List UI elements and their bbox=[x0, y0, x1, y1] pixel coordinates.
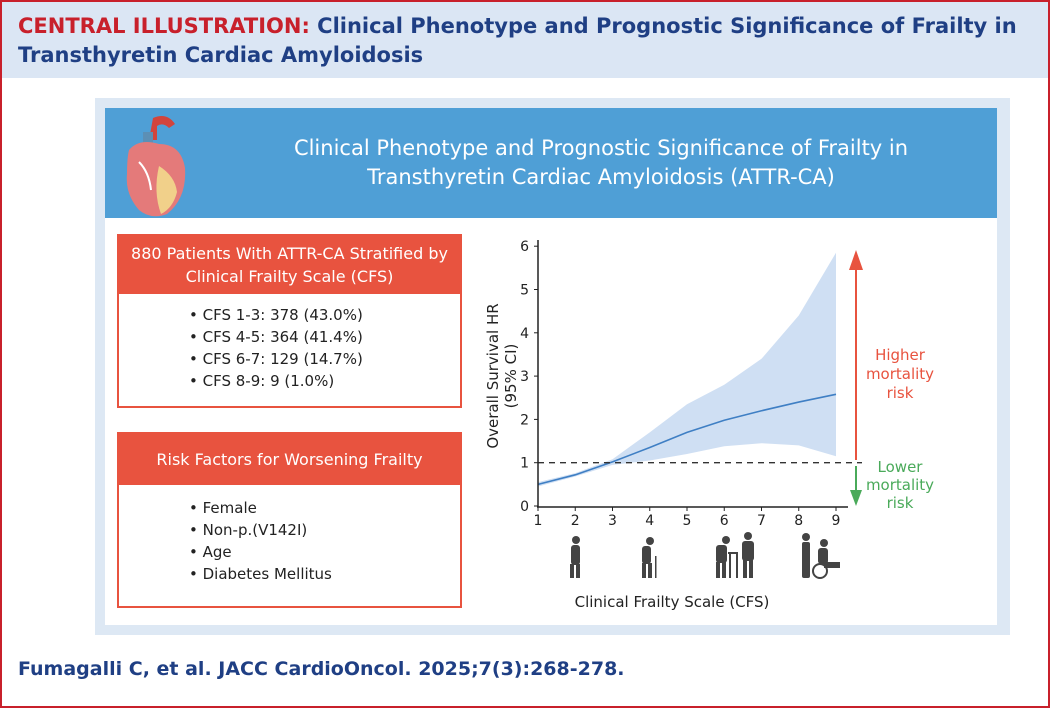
y-tick-label: 6 bbox=[520, 239, 529, 255]
heart-icon bbox=[126, 116, 186, 217]
list-item: CFS 8-9: 9 (1.0%) bbox=[189, 370, 460, 392]
list-item: Female bbox=[189, 497, 460, 519]
x-tick-label: 5 bbox=[683, 513, 692, 529]
illustration-banner: Clinical Phenotype and Prognostic Signif… bbox=[105, 108, 997, 218]
banner-line-2: Transthyretin Cardiac Amyloidosis (ATTR-… bbox=[367, 165, 835, 189]
risk-factors-box: Risk Factors for Worsening Frailty Femal… bbox=[117, 432, 462, 608]
cfs-figures bbox=[570, 532, 840, 579]
person-with-walker-icon bbox=[716, 536, 738, 578]
higher-risk-label: risk bbox=[887, 384, 914, 402]
x-axis-label: Clinical Frailty Scale (CFS) bbox=[575, 593, 770, 611]
y-tick-label: 0 bbox=[520, 499, 529, 515]
standing-person-icon bbox=[742, 532, 754, 578]
y-tick-label: 2 bbox=[520, 412, 529, 428]
list-item: Non-p.(V142I) bbox=[189, 519, 460, 541]
banner-line-1: Clinical Phenotype and Prognostic Signif… bbox=[293, 136, 909, 160]
y-axis-label-ci: (95% CI) bbox=[502, 344, 520, 409]
x-tick-label: 1 bbox=[534, 513, 543, 529]
x-tick-label: 4 bbox=[645, 513, 654, 529]
x-tick-label: 2 bbox=[571, 513, 580, 529]
higher-risk-arrowhead bbox=[849, 250, 863, 270]
lower-risk-label: Lower bbox=[878, 458, 924, 476]
lower-risk-label: mortality bbox=[866, 476, 934, 494]
lower-risk-label: risk bbox=[887, 494, 914, 512]
lower-risk-arrowhead bbox=[850, 490, 862, 506]
x-tick-label: 8 bbox=[794, 513, 803, 529]
list-item: CFS 4-5: 364 (41.4%) bbox=[189, 326, 460, 348]
higher-risk-label: mortality bbox=[866, 365, 934, 383]
x-tick-label: 3 bbox=[608, 513, 617, 529]
patients-box-title: 880 Patients With ATTR-CA Stratified by … bbox=[119, 236, 460, 294]
figure-title: CENTRAL ILLUSTRATION: Clinical Phenotype… bbox=[18, 14, 1017, 67]
risk-factors-box-title: Risk Factors for Worsening Frailty bbox=[119, 434, 460, 485]
figure-header: CENTRAL ILLUSTRATION: Clinical Phenotype… bbox=[2, 2, 1048, 78]
list-item: Diabetes Mellitus bbox=[189, 563, 460, 585]
y-axis-label: Overall Survival HR bbox=[484, 303, 502, 448]
higher-risk-label: Higher bbox=[875, 346, 926, 364]
person-with-cane-icon bbox=[642, 537, 657, 578]
x-tick-label: 9 bbox=[832, 513, 841, 529]
patients-box: 880 Patients With ATTR-CA Stratified by … bbox=[117, 234, 462, 408]
y-tick-label: 3 bbox=[520, 369, 529, 385]
x-tick-label: 7 bbox=[757, 513, 766, 529]
walking-person-icon bbox=[570, 536, 580, 578]
citation: Fumagalli C, et al. JACC CardioOncol. 20… bbox=[18, 658, 625, 680]
y-tick-label: 1 bbox=[520, 456, 529, 472]
wheelchair-icon bbox=[802, 533, 840, 579]
list-item: Age bbox=[189, 541, 460, 563]
confidence-band bbox=[538, 252, 836, 487]
list-item: CFS 1-3: 378 (43.0%) bbox=[189, 304, 460, 326]
x-tick-label: 6 bbox=[720, 513, 729, 529]
y-tick-label: 4 bbox=[520, 326, 529, 342]
list-item: CFS 6-7: 129 (14.7%) bbox=[189, 348, 460, 370]
y-tick-label: 5 bbox=[520, 283, 529, 299]
hr-line bbox=[537, 393, 837, 486]
